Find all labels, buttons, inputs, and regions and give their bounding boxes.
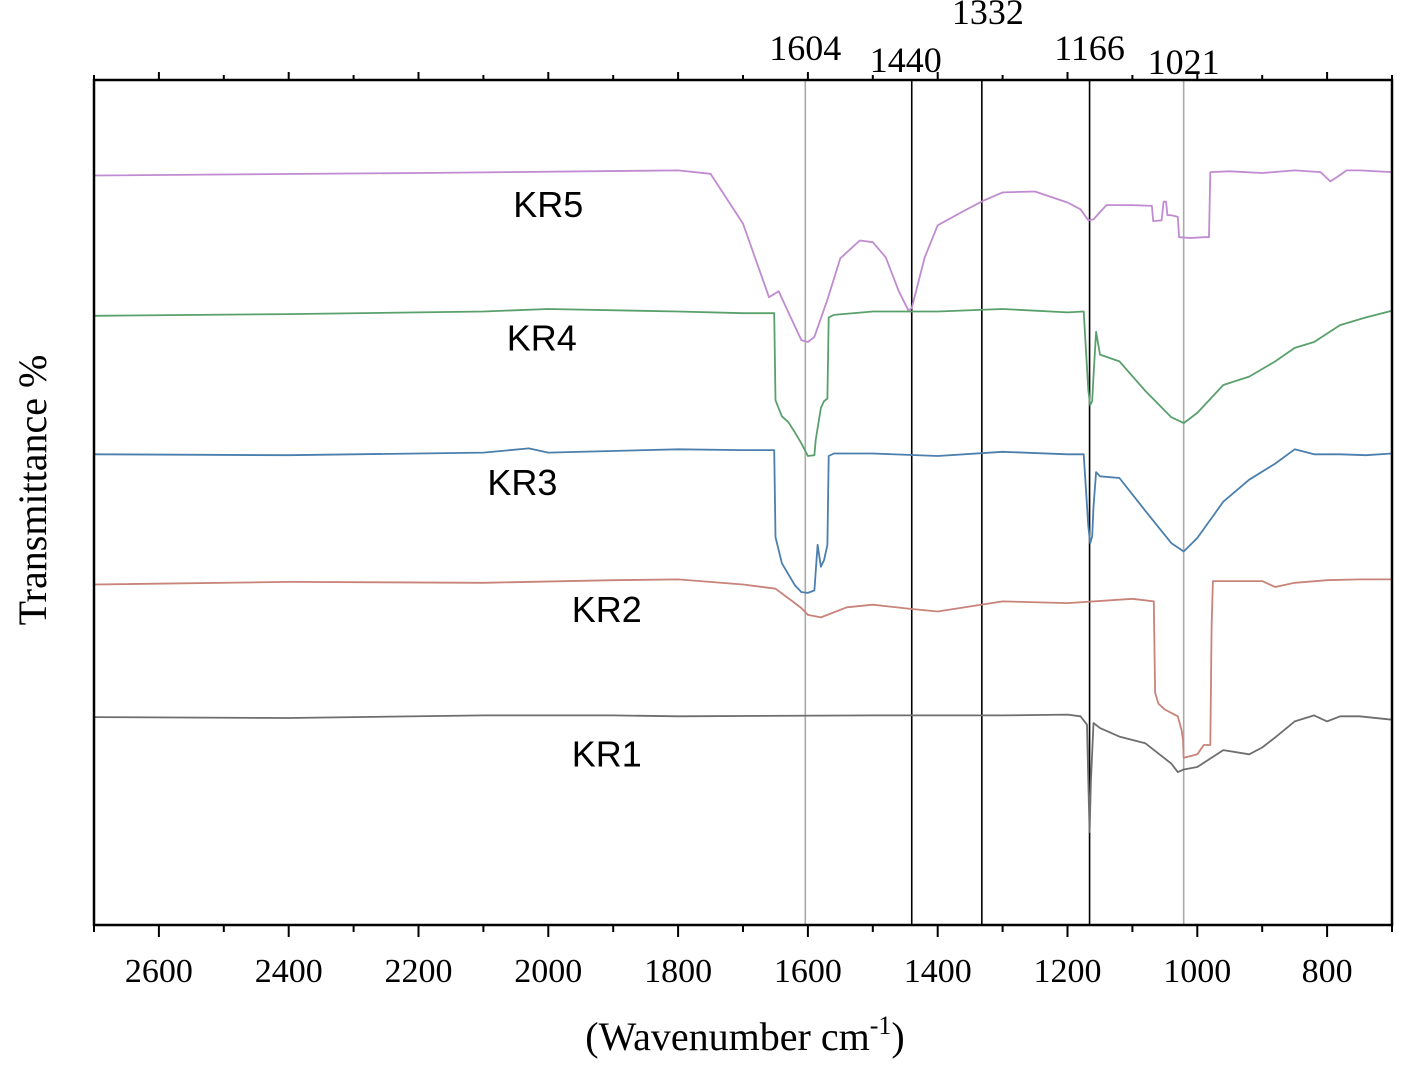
plot-frame	[92, 78, 1394, 927]
x-axis-label-sup: -1	[870, 1011, 892, 1040]
series-label-kr2: KR2	[572, 589, 642, 630]
series-label-kr3: KR3	[487, 462, 557, 503]
x-tick-label-800: 800	[1302, 953, 1353, 990]
x-tick-label-1600: 1600	[774, 953, 842, 990]
peak-label-1332: 1332	[952, 0, 1024, 32]
peak-label-1166: 1166	[1054, 28, 1125, 68]
peak-label-1604: 1604	[769, 28, 841, 68]
peak-label-1021: 1021	[1148, 42, 1220, 82]
x-axis-label-close: )	[891, 1014, 904, 1059]
x-tick-label-1200: 1200	[1034, 953, 1102, 990]
x-axis-label: (Wavenumber cm-1)	[585, 1011, 904, 1059]
series-line-kr2	[93, 578, 1392, 759]
series-lines	[93, 169, 1393, 833]
x-tick-label-2200: 2200	[385, 953, 453, 990]
x-tick-label-1000: 1000	[1163, 953, 1231, 990]
x-tick-label-2600: 2600	[125, 953, 193, 990]
series-label-kr4: KR4	[507, 318, 577, 359]
series-label-kr5: KR5	[513, 184, 583, 225]
series-labels: KR5 KR4 KR3 KR2 KR1	[487, 184, 641, 774]
x-axis-ticks: 2600 2400 2200 2000 1800 1600 1400 1200 1000 800	[93, 72, 1393, 990]
x-tick-label-2000: 2000	[514, 953, 582, 990]
x-tick-label-2400: 2400	[255, 953, 323, 990]
peak-label-1440: 1440	[870, 40, 942, 80]
series-line-kr3	[93, 447, 1393, 594]
x-axis-label-main: (Wavenumber cm	[585, 1014, 869, 1059]
series-line-kr4	[93, 308, 1393, 457]
series-line-kr5	[93, 169, 1393, 343]
y-axis-label: Transmittance %	[10, 355, 55, 626]
reference-lines: 1604 1440 1332 1166 1021	[769, 0, 1220, 925]
x-tick-label-1800: 1800	[644, 953, 712, 990]
series-line-kr1	[93, 713, 1393, 833]
series-label-kr1: KR1	[572, 733, 642, 774]
x-tick-label-1400: 1400	[904, 953, 972, 990]
